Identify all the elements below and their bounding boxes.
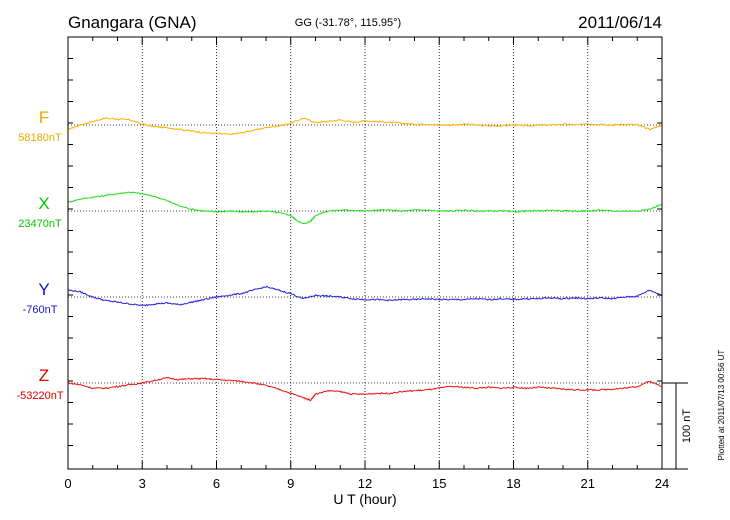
series-name-x: X xyxy=(38,194,49,213)
date-label: 2011/06/14 xyxy=(578,13,662,32)
grid-lines xyxy=(68,37,662,469)
series-name-z: Z xyxy=(39,366,49,385)
series-name-f: F xyxy=(39,108,49,127)
axis-ticks xyxy=(67,37,663,469)
scale-bar-label: 100 nT xyxy=(681,409,693,444)
x-tick-label: 9 xyxy=(287,476,294,491)
x-tick-label: 21 xyxy=(581,476,595,491)
scale-bar: 100 nT xyxy=(662,382,693,470)
x-tick-label: 15 xyxy=(432,476,446,491)
series-baseline-y: -760nT xyxy=(23,304,58,316)
series-baseline-z: -53220nT xyxy=(16,390,63,402)
x-tick-label: 12 xyxy=(358,476,372,491)
series-baseline-x: 23470nT xyxy=(18,218,62,230)
x-tick-labels: 0 3 6 9 12 15 18 21 24 xyxy=(64,476,669,491)
plotted-timestamp: Plotted at 2011/07/13 00:56 UT xyxy=(717,350,726,461)
series-line-y xyxy=(67,285,663,307)
series-line-f xyxy=(67,117,662,136)
series-name-y: Y xyxy=(38,280,49,299)
x-tick-label: 0 xyxy=(64,476,71,491)
series-labels: F 58180nT X 23470nT Y -760nT Z -53220nT xyxy=(16,108,63,402)
x-tick-label: 24 xyxy=(655,476,669,491)
x-tick-label: 3 xyxy=(139,476,146,491)
x-tick-label: 6 xyxy=(213,476,220,491)
station-coordinates: GG (-31.78°, 115.95°) xyxy=(295,17,401,29)
x-axis-label: U T (hour) xyxy=(333,491,396,507)
series-line-z xyxy=(68,376,663,402)
series-layer xyxy=(67,117,663,402)
chart-title: Gnangara (GNA) xyxy=(68,13,197,32)
x-tick-label: 18 xyxy=(506,476,520,491)
series-line-x xyxy=(67,191,663,225)
series-baseline-f: 58180nT xyxy=(18,132,62,144)
